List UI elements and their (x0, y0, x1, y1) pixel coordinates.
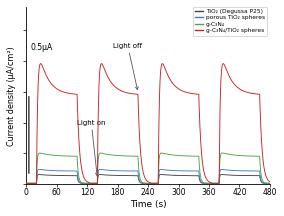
Text: Light off: Light off (113, 43, 142, 90)
Text: 0.5μA: 0.5μA (30, 43, 53, 52)
Y-axis label: Current density (μA/cm²): Current density (μA/cm²) (7, 46, 16, 146)
Legend: TiO₂ (Degussa P25), porous TiO₂ spheres, g-C₃N₄, g-C₃N₄/TiO₂ spheres: TiO₂ (Degussa P25), porous TiO₂ spheres,… (193, 7, 267, 35)
Text: Light on: Light on (77, 120, 106, 176)
X-axis label: Time (s): Time (s) (130, 200, 166, 209)
